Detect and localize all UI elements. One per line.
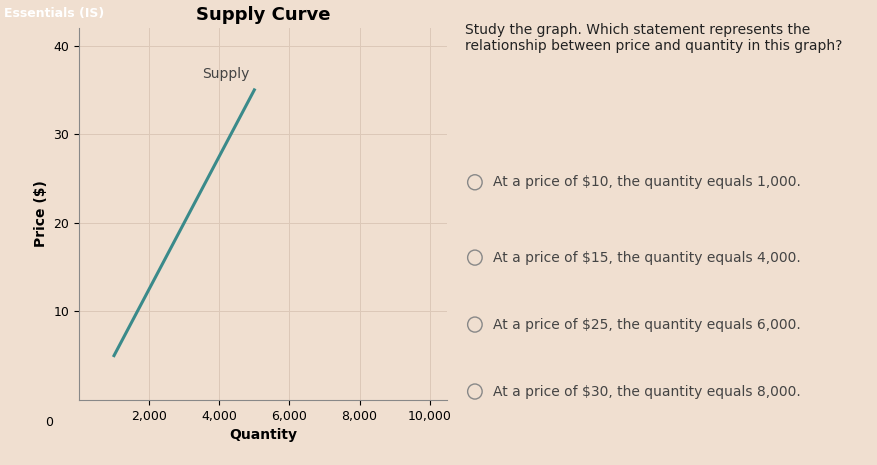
Title: Supply Curve: Supply Curve <box>196 6 331 24</box>
Y-axis label: Price ($): Price ($) <box>34 180 47 247</box>
Text: At a price of $30, the quantity equals 8,000.: At a price of $30, the quantity equals 8… <box>493 385 801 399</box>
Text: Supply: Supply <box>203 67 250 81</box>
Text: At a price of $15, the quantity equals 4,000.: At a price of $15, the quantity equals 4… <box>493 251 801 265</box>
Text: Essentials (IS): Essentials (IS) <box>4 7 104 20</box>
Text: 0: 0 <box>46 416 53 429</box>
X-axis label: Quantity: Quantity <box>229 428 297 442</box>
Text: At a price of $10, the quantity equals 1,000.: At a price of $10, the quantity equals 1… <box>493 175 801 189</box>
Text: At a price of $25, the quantity equals 6,000.: At a price of $25, the quantity equals 6… <box>493 318 801 332</box>
Text: Study the graph. Which statement represents the
relationship between price and q: Study the graph. Which statement represe… <box>465 23 842 53</box>
